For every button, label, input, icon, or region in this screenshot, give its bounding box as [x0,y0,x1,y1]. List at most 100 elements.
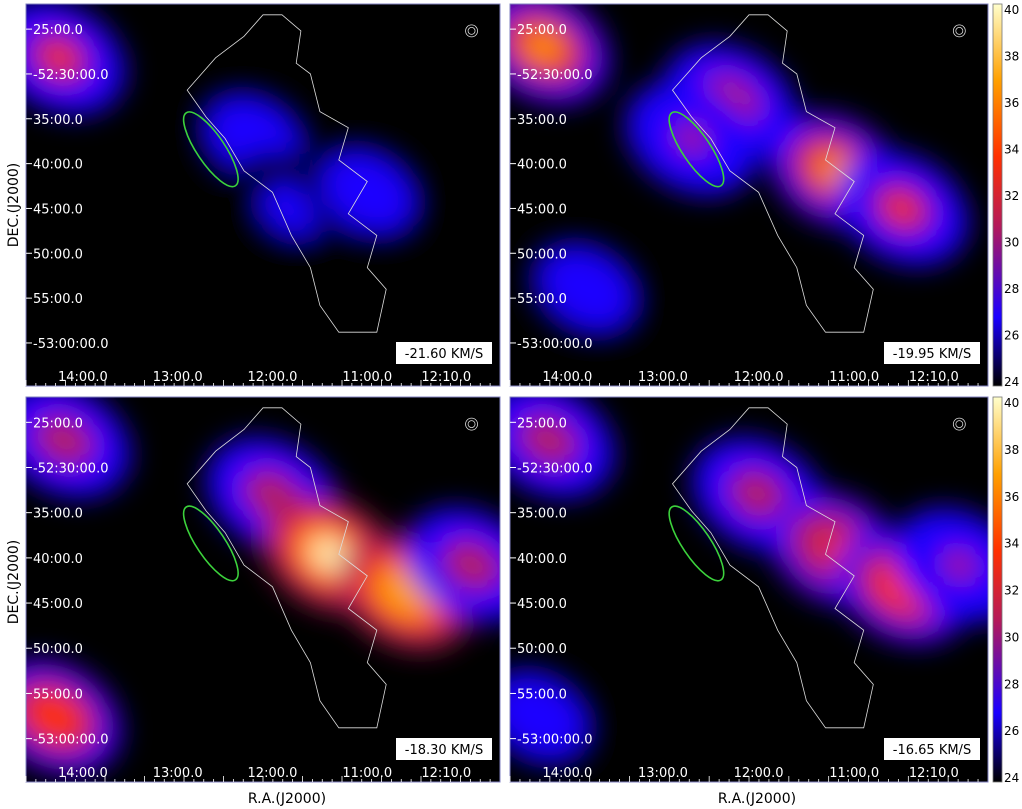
colorbar-bottom: 40 38 36 34 32 30 28 26 24 [992,396,1019,785]
emission-blob [37,702,71,732]
beam-circle [465,417,478,431]
emission-blob [531,426,565,455]
emission-blob [312,539,346,569]
ra-tick-label: 12:00.0 [734,370,784,385]
velocity-label: -18.30 KM/S [405,743,483,758]
colorbar-tick-label: 40 [1004,3,1019,17]
emission-blob [237,124,271,153]
contour-line [671,407,874,729]
colorbar-tick-label: 26 [1004,724,1019,738]
ra-tick-label: 11:00.0 [829,370,879,385]
ra-tick-label: 13:00.0 [638,370,688,385]
dec-tick-label: -52:30:00.0 [517,68,592,83]
region-ellipse [668,505,725,582]
beam-circle-inner [955,27,964,35]
panel-bottom-left: 25:00.0 -52:30:00.0 35:00.0 40:00.0 45:00.0 5… [25,396,576,783]
dec-tick-label: 25:00.0 [517,23,567,38]
dec-tick-label: 25:00.0 [33,23,83,38]
colorbar-tick-label: 36 [1004,490,1019,504]
colorbar-tick-label: 36 [1004,96,1019,110]
dec-tick-label: 55:00.0 [33,292,83,307]
colorbar-top: 40 38 36 34 32 30 28 26 24 [992,3,1019,389]
dec-tick-label: -53:00:00.0 [517,337,592,352]
region-ellipse [182,505,239,582]
dec-tick-label: 55:00.0 [517,292,567,307]
dec-tick-label: 35:00.0 [517,507,567,522]
ra-tick-label: 14:00.0 [542,370,592,385]
ra-tick-label: 12:00.0 [248,370,298,385]
ra-tick-label: 13:00.0 [153,766,203,781]
dec-tick-label: 50:00.0 [33,247,83,262]
ra-tick-label: 12:10.0 [909,370,959,385]
dec-tick-label: 45:00.0 [33,202,83,217]
ra-tick-label: 14:00.0 [58,370,108,385]
ra-tick-label: 14:00.0 [542,766,592,781]
colorbar-tick-label: 34 [1004,143,1019,157]
beam-circle-inner [467,420,476,429]
dec-tick-label: 40:00.0 [517,552,567,567]
contour-line [671,14,874,333]
beam-circle [952,24,966,38]
velocity-label-box [396,738,492,760]
ra-tick-label: 11:00.0 [342,766,392,781]
panel-top-right: 25:00.0 -52:30:00.0 35:00.0 40:00.0 45:00.0 5… [509,3,989,387]
ra-tick-label: 14:00.0 [58,766,108,781]
dec-tick-label: 45:00.0 [33,597,83,612]
x-axis-label-left: R.A.(J2000) [248,791,326,807]
colorbar-tick-label: 30 [1004,630,1019,644]
beam-circle [465,24,478,38]
colorbar-tick-label: 24 [1004,771,1019,785]
emission-blob [388,577,422,607]
colorbar-tick-label: 32 [1004,584,1019,598]
dec-tick-label: 55:00.0 [517,687,567,702]
velocity-label-box [884,738,980,760]
panel-top-left: 25:00.0 -52:30:00.0 35:00.0 40:00.0 45:00.0 5… [25,3,576,387]
ra-tick-label: 11:00.0 [342,370,392,385]
y-axis-label-bottom: DEC.(J2000) [6,540,22,625]
colorbar-tick-label: 28 [1004,677,1019,691]
ra-tick-label: 13:00.0 [638,766,688,781]
colorbar-tick-label: 38 [1004,50,1019,64]
ra-tick-label: 12:10.0 [421,370,471,385]
colorbar-tick-label: 40 [1004,396,1019,410]
colorbar-tick-label: 32 [1004,189,1019,203]
dec-tick-label: 50:00.0 [517,642,567,657]
beam-circle-inner [955,420,964,429]
contour-line [186,14,387,333]
velocity-label-box [396,342,492,364]
emission-blob [942,550,976,580]
ra-tick-label: 12:00.0 [734,766,784,781]
emission-blob [274,194,308,223]
ra-tick-label: 11:00.0 [829,766,879,781]
dec-tick-label: -52:30:00.0 [517,461,592,476]
velocity-label: -19.95 KM/S [893,347,971,362]
dec-tick-label: 40:00.0 [33,158,83,173]
emission-blob [742,480,776,509]
dec-tick-label: -52:30:00.0 [33,461,108,476]
dec-tick-label: 55:00.0 [33,687,83,702]
velocity-label: -21.60 KM/S [405,347,483,362]
ra-tick-label: 12:10.0 [909,766,959,781]
emission-blob [350,178,384,207]
dec-tick-label: -53:00:00.0 [33,733,108,748]
colorbar-tick-label: 28 [1004,282,1019,296]
beam-circle [952,417,966,431]
dec-tick-label: 25:00.0 [33,416,83,431]
dec-tick-label: -52:30:00.0 [33,68,108,83]
panel-bottom-right: 25:00.0 -52:30:00.0 35:00.0 40:00.0 45:00.0 5… [509,396,989,783]
x-axis-label-right: R.A.(J2000) [718,791,796,807]
region-ellipse [668,111,725,188]
ra-tick-label: 12:10.0 [421,766,471,781]
dec-tick-label: 35:00.0 [33,507,83,522]
emission-blob [255,480,289,509]
dec-tick-label: 45:00.0 [517,597,567,612]
emission-blob [455,550,489,580]
colorbar-tick-label: 38 [1004,443,1019,457]
emission-blob [569,274,603,304]
emission-blob [522,702,556,732]
ra-tick-label: 13:00.0 [153,370,203,385]
dec-tick-label: 45:00.0 [517,202,567,217]
dec-tick-label: 35:00.0 [33,113,83,128]
colorbar-tick-label: 34 [1004,537,1019,551]
